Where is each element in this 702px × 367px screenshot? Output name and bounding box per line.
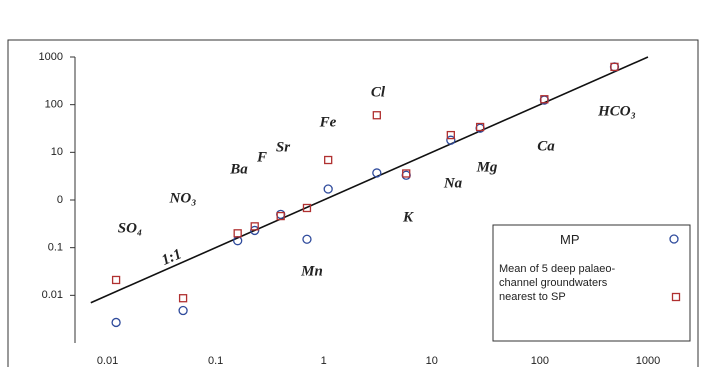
element-label: Mg: [476, 159, 498, 175]
point: [302, 203, 312, 213]
legend-box: [492, 224, 691, 342]
point: [446, 135, 456, 145]
point: [324, 155, 333, 165]
point: [178, 305, 188, 316]
frame: [7, 39, 699, 367]
element-label: Fe: [319, 114, 337, 130]
point: [250, 222, 259, 231]
point: [446, 130, 455, 140]
x-tick-label: 0.1: [208, 355, 223, 367]
element-label: Ba: [229, 161, 248, 177]
legend-marker: [669, 234, 679, 244]
point: [610, 62, 619, 72]
point: [111, 275, 121, 285]
point: [609, 62, 620, 72]
point: [401, 170, 411, 180]
element-label: SO₄: [118, 220, 142, 236]
element-label: Mn: [300, 263, 323, 279]
y-tick-label: 100: [45, 99, 63, 111]
point: [233, 229, 242, 238]
point: [276, 209, 286, 219]
y-tick-label: 0.01: [42, 289, 63, 301]
y-tick-label: 1000: [39, 51, 63, 63]
reference-line: [90, 56, 649, 304]
element-label: Sr: [276, 139, 290, 155]
point: [372, 168, 382, 178]
element-label: HCO₃: [597, 103, 636, 119]
element-label: Ca: [537, 138, 555, 154]
x-tick-label: 100: [531, 355, 549, 367]
element-label: Na: [443, 175, 463, 191]
point: [178, 294, 188, 303]
y-tick-label: 0: [57, 194, 63, 206]
x-tick-label: 1: [321, 355, 327, 367]
point: [276, 211, 285, 221]
y-tick-label: 0.1: [48, 242, 63, 254]
legend-label: Mean of 5 deep palaeo-channel groundwate…: [499, 263, 616, 303]
x-tick-label: 1000: [636, 355, 660, 367]
point: [372, 111, 381, 120]
point: [475, 122, 485, 132]
point: [402, 169, 411, 178]
point: [323, 184, 333, 194]
point: [111, 317, 121, 328]
x-tick-label: 0.01: [97, 355, 118, 367]
element-label: NO₃: [169, 190, 197, 206]
element-label: K: [402, 209, 414, 225]
point: [540, 95, 549, 104]
x-tick-label: 10: [426, 355, 438, 367]
element-label: Cl: [371, 84, 386, 100]
legend-marker: [671, 292, 681, 302]
reference-label: 1:1: [159, 246, 184, 269]
element-label: F: [256, 149, 267, 165]
point: [302, 234, 312, 244]
legend-label: MP: [560, 232, 580, 247]
y-tick-label: 10: [51, 146, 63, 158]
